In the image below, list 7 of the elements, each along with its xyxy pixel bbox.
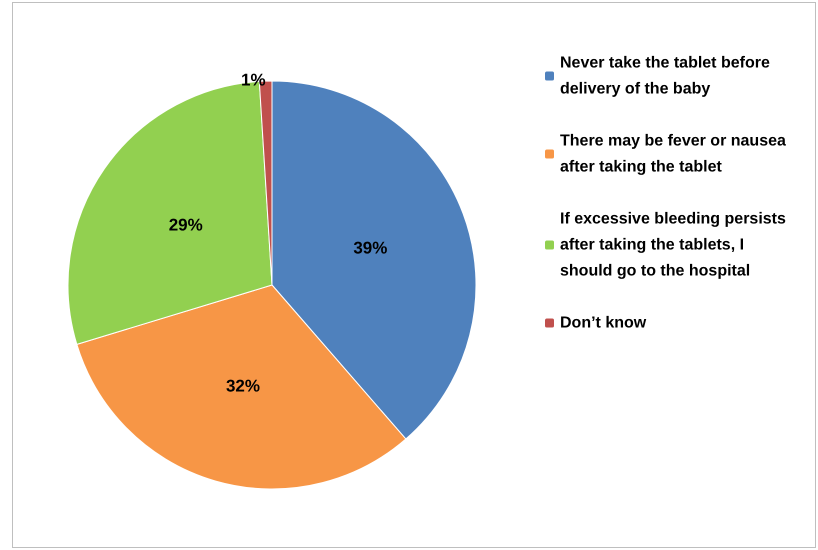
legend-label: If excessive bleeding persists after taking the tablets, I should go to the hospital bbox=[560, 210, 790, 280]
data-label: 29% bbox=[168, 216, 203, 235]
legend-label: Don’t know bbox=[560, 314, 647, 332]
data-label: 39% bbox=[353, 238, 388, 258]
legend-label: Never take the tablet before delivery of the baby bbox=[560, 54, 774, 98]
data-label: 32% bbox=[226, 376, 260, 396]
legend-label: There may be fever or nausea after taking the tablet bbox=[560, 132, 790, 176]
